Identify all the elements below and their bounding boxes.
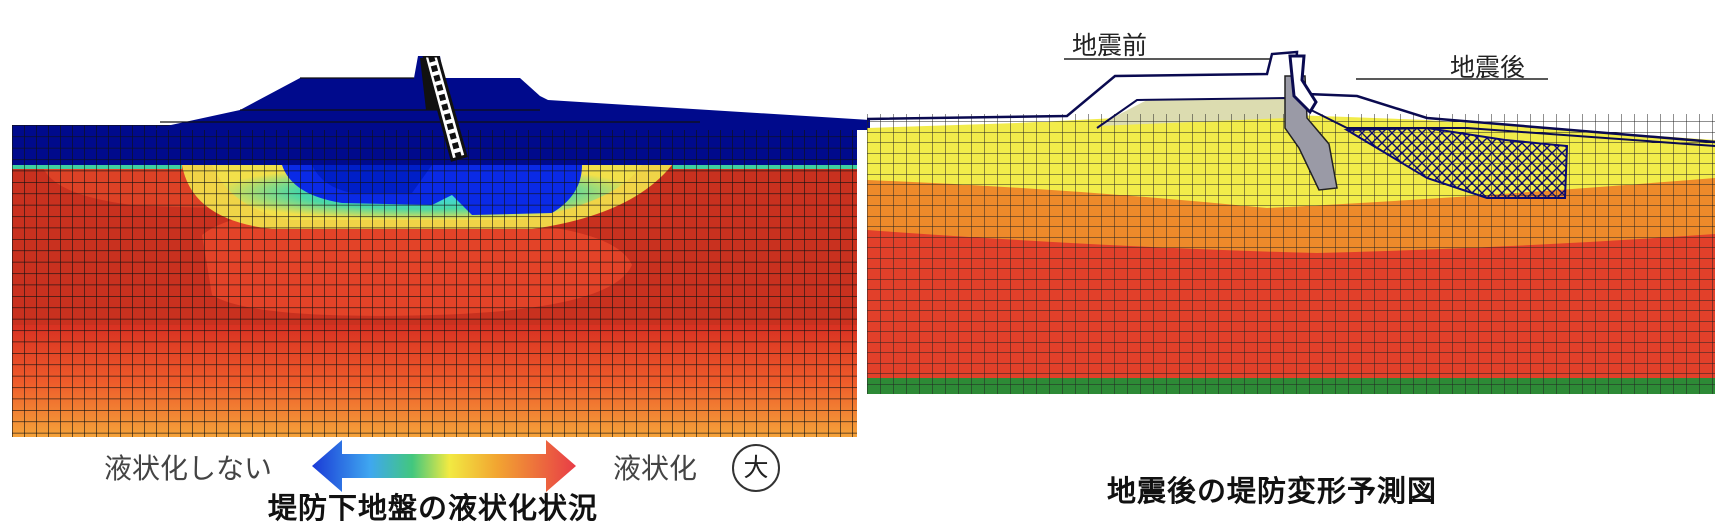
intensity-circle-label: 大 bbox=[732, 444, 780, 492]
legend-low-label: 液状化しない bbox=[104, 452, 273, 485]
before-leader-line bbox=[1064, 58, 1270, 60]
sheet-pile-before bbox=[1288, 54, 1318, 115]
after-leader-line bbox=[1356, 78, 1548, 80]
after-earthquake-label: 地震後 bbox=[1450, 53, 1526, 82]
legend-color-scale bbox=[312, 440, 576, 492]
sheet-pile-wall-left bbox=[422, 56, 468, 162]
liquefaction-mesh bbox=[12, 125, 857, 437]
deformation-diagram bbox=[867, 48, 1715, 438]
legend-high-label: 液状化 bbox=[613, 452, 698, 485]
before-earthquake-label: 地震前 bbox=[1072, 31, 1148, 60]
liquefaction-diagram bbox=[12, 125, 857, 437]
deformation-mesh bbox=[867, 50, 1715, 438]
left-caption: 堤防下地盤の液状化状況 bbox=[268, 491, 599, 525]
right-caption: 地震後の堤防変形予測図 bbox=[1107, 474, 1438, 508]
